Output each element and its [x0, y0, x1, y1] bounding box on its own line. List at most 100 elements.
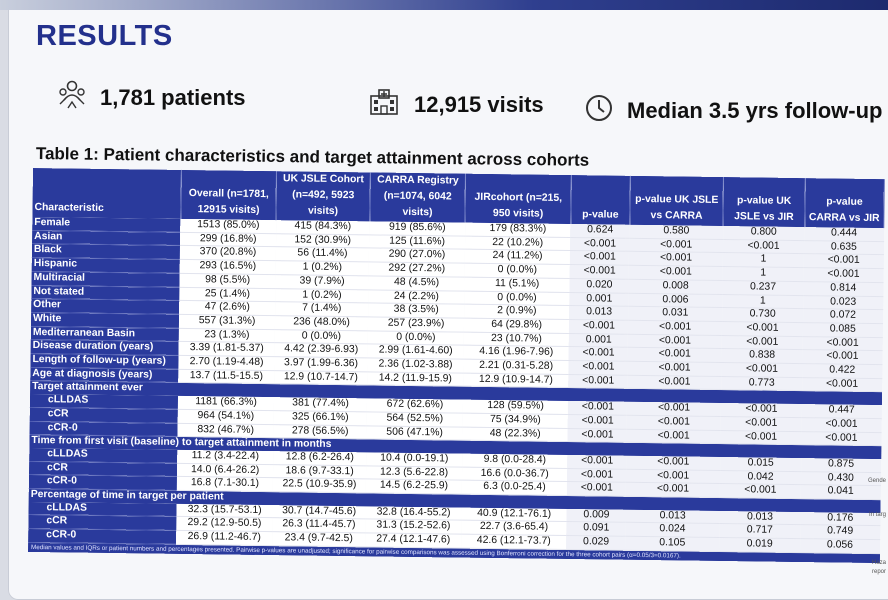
side-note: Gende — [867, 478, 886, 484]
table-cell: 30.7 (14.7-45.6) — [272, 504, 366, 520]
side-note: repor — [871, 569, 886, 575]
table-cell: <0.001 — [567, 454, 627, 469]
table-cell: 31.3 (15.2-52.6) — [365, 519, 462, 535]
table-cell: 0.800 — [723, 226, 805, 241]
top-banner — [0, 0, 888, 10]
stat-followup: Median 3.5 yrs follow-up — [585, 94, 882, 128]
table-cell: <0.001 — [627, 347, 722, 363]
table-cell: <0.001 — [721, 335, 804, 350]
table-cell: 56 (11.4%) — [275, 247, 370, 263]
stat-patients: 1,781 patients — [58, 80, 246, 116]
table-cell: 12.8 (6.2-26.4) — [272, 451, 367, 466]
table-cell: 0.013 — [569, 305, 629, 321]
table-cell: 964 (54.1%) — [178, 409, 274, 425]
table-cell: 11.2 (3.4-22.4) — [177, 449, 274, 465]
table-cell: <0.001 — [568, 401, 628, 416]
table-cell: 0.019 — [718, 537, 801, 553]
table-cell: 0.717 — [719, 523, 801, 539]
table-cell: <0.001 — [627, 375, 722, 390]
table-cell: 557 (31.3%) — [179, 314, 275, 330]
table-cell: 26.3 (11.4-45.7) — [272, 518, 366, 534]
row-label: cCR-0 — [29, 421, 179, 437]
table-cell: 1 — [722, 252, 805, 268]
row-label: Mediterranean Basin — [30, 326, 180, 342]
table-cell: 23 (10.7%) — [463, 331, 570, 347]
row-label: Age at diagnosis (years) — [30, 367, 179, 383]
row-label: Black — [31, 243, 181, 260]
table-cell: 415 (84.3%) — [276, 220, 370, 235]
table-cell: 325 (66.1%) — [273, 410, 368, 426]
table-cell: 0.072 — [803, 308, 883, 324]
table-cell: <0.001 — [569, 319, 629, 334]
table-cell: 128 (59.5%) — [462, 399, 569, 415]
table-cell: <0.001 — [722, 239, 805, 255]
table-cell: 32.3 (15.7-53.1) — [176, 503, 273, 519]
table-cell: <0.001 — [567, 468, 627, 483]
table-cell: 40.9 (12.1-76.1) — [461, 507, 568, 522]
col-header: JIRcohort (n=215, 950 visits) — [465, 173, 572, 225]
table-cell: 278 (56.5%) — [273, 424, 367, 440]
table-cell: 22.5 (10.9-35.9) — [272, 478, 367, 493]
table-cell: 1 — [722, 266, 804, 282]
table-cell: 2.99 (1.61-4.60) — [367, 344, 464, 360]
table-cell: 381 (77.4%) — [273, 397, 368, 412]
table-cell: 0.056 — [800, 538, 880, 554]
table-cell: 12.9 (10.9-14.7) — [462, 372, 569, 388]
table-cell: <0.001 — [803, 267, 884, 283]
table-cell: 506 (47.1%) — [366, 425, 463, 441]
table-cell: 564 (52.5%) — [366, 411, 463, 427]
table-cell: 0.041 — [800, 484, 881, 500]
table-cell: 0.085 — [803, 322, 883, 338]
row-label: Female — [32, 216, 181, 233]
table-cell: 32.8 (16.4-55.2) — [365, 506, 462, 521]
table-cell: 290 (27.0%) — [369, 248, 465, 264]
table-cell: 0.814 — [803, 281, 884, 297]
table-cell: <0.001 — [802, 377, 882, 393]
table-cell: 0.001 — [569, 333, 629, 348]
table-cell: <0.001 — [627, 415, 721, 431]
side-note: In targ — [868, 512, 886, 518]
table-cell: 0.042 — [719, 470, 802, 485]
table-cell: 0.031 — [628, 306, 723, 322]
table-cell: 292 (27.2%) — [368, 262, 465, 277]
table-cell: <0.001 — [720, 430, 802, 445]
col-header: UK JSLE Cohort (n=492, 5923 visits) — [276, 171, 371, 222]
table-cell: 42.6 (12.1-73.7) — [460, 534, 567, 550]
table-cell: 23.4 (9.7-42.5) — [271, 531, 366, 547]
row-label: Hispanic — [31, 257, 181, 274]
table-cell: 0.013 — [719, 510, 801, 526]
table-cell: <0.001 — [626, 455, 721, 471]
table-cell: 25 (1.4%) — [179, 286, 276, 302]
table-cell: <0.001 — [626, 482, 720, 498]
table-cell: 293 (16.5%) — [179, 259, 276, 275]
table-cell: 257 (23.9%) — [368, 316, 464, 332]
table-cell: 0.006 — [628, 292, 723, 308]
table-cell: 0 (0.0%) — [464, 263, 571, 279]
row-label: Other — [31, 298, 180, 315]
row-label: Multiracial — [31, 271, 180, 287]
stat-visits: 12,915 visits — [368, 88, 544, 122]
row-label: cLLDAS — [29, 447, 178, 464]
table-cell: 0.749 — [800, 525, 880, 540]
row-label: Disease duration (years) — [30, 339, 180, 356]
table-cell: 22 (10.2%) — [464, 235, 571, 251]
stat-patients-text: 1,781 patients — [100, 85, 246, 110]
row-label: Not stated — [31, 285, 180, 301]
table-cell: 1181 (66.3%) — [178, 396, 274, 411]
table-cell: <0.001 — [629, 265, 723, 281]
table-cell: 0.009 — [566, 508, 626, 523]
table-cell: 48 (4.5%) — [368, 275, 465, 291]
table-cell: 0 (0.0%) — [464, 290, 570, 306]
table-cell: 26.9 (11.2-46.7) — [176, 530, 273, 546]
table-cell: 0.635 — [804, 240, 884, 256]
results-table-wrapper: Characteristic Overall (n=1781, 12915 vi… — [27, 168, 885, 563]
table-cell: 18.6 (9.7-33.1) — [272, 464, 367, 480]
row-label: cCR-0 — [28, 528, 177, 545]
table-cell: 0.091 — [566, 521, 626, 537]
table-cell: 29.2 (12.9-50.5) — [176, 516, 273, 532]
table-cell: 13.7 (11.5-15.5) — [178, 369, 275, 385]
table-cell: 152 (30.9%) — [275, 233, 370, 249]
table-cell: 832 (46.7%) — [177, 422, 274, 438]
table-cell: 12.9 (10.7-14.7) — [274, 370, 368, 386]
table-cell: <0.001 — [627, 361, 722, 377]
